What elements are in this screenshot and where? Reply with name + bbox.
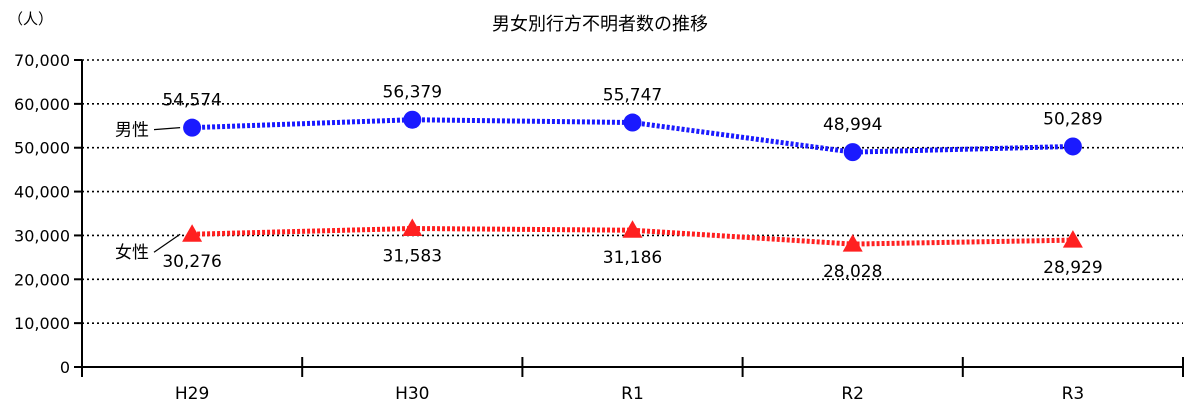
- data-point: [183, 118, 202, 137]
- y-tick-label: 70,000: [14, 51, 70, 70]
- data-label: 56,379: [383, 83, 442, 103]
- y-tick-label: 50,000: [14, 139, 70, 158]
- data-label: 28,929: [1043, 258, 1102, 278]
- data-point: [1062, 230, 1083, 248]
- data-point: [403, 110, 422, 129]
- data-label: 31,583: [383, 246, 442, 266]
- x-tick-label: R1: [621, 384, 644, 404]
- series-name-label: 女性: [115, 243, 149, 263]
- x-tick-label: R2: [841, 384, 864, 404]
- y-tick-label: 10,000: [14, 314, 70, 333]
- y-tick-label: 20,000: [14, 270, 70, 289]
- x-tick-label: H29: [175, 384, 209, 404]
- data-point: [622, 220, 643, 238]
- data-label: 48,994: [823, 115, 882, 135]
- data-label: 55,747: [603, 86, 662, 106]
- x-tick-label: H30: [395, 384, 429, 404]
- leader-line: [153, 127, 181, 131]
- y-tick-labels: 0 10,000 20,000 30,000 40,000 50,000 60,000 70,…: [14, 51, 70, 377]
- data-point: [843, 143, 862, 162]
- y-tick-label: 40,000: [14, 183, 70, 202]
- leader-line: [153, 233, 181, 253]
- data-labels: 54,574 56,379 55,747 48,994 50,289 30,276 31,5…: [162, 83, 1102, 282]
- y-unit-label: （人）: [8, 10, 53, 28]
- y-tick-label: 30,000: [14, 226, 70, 245]
- series-name-label: 男性: [115, 121, 149, 141]
- axes: [74, 59, 1184, 377]
- data-point: [842, 234, 863, 252]
- x-tick-label: R3: [1062, 384, 1085, 404]
- y-tick-label: 0: [60, 358, 70, 377]
- data-label: 31,186: [603, 248, 662, 268]
- data-label: 54,574: [162, 91, 221, 111]
- data-label: 30,276: [162, 252, 221, 272]
- series-layer: [182, 110, 1083, 252]
- data-point: [182, 224, 203, 242]
- data-label: 28,028: [823, 262, 882, 282]
- data-label: 50,289: [1043, 109, 1102, 129]
- data-point: [1063, 137, 1082, 156]
- data-point: [402, 218, 423, 236]
- chart-title: 男女別行方不明者数の推移: [492, 14, 708, 35]
- y-tick-label: 60,000: [14, 95, 70, 114]
- data-point: [623, 113, 642, 132]
- x-tick-labels: H29 H30 R1 R2 R3: [175, 384, 1084, 404]
